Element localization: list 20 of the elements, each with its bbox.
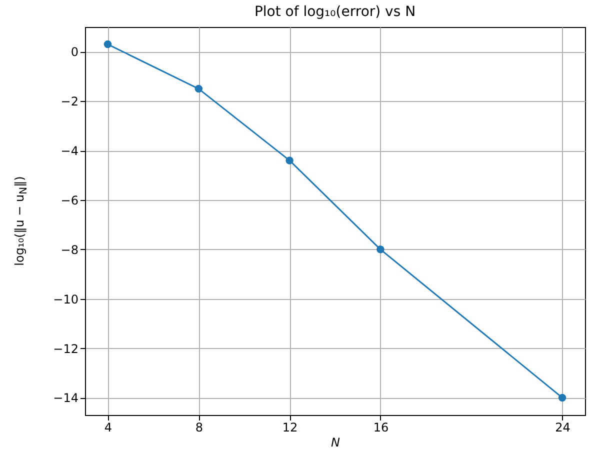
- x-tick-label: 12: [282, 420, 298, 434]
- x-tick-label: 24: [555, 420, 570, 434]
- y-tick-label: 0: [70, 45, 78, 60]
- x-tick-label: 8: [195, 420, 203, 434]
- y-tick-label: −10: [53, 292, 78, 306]
- point: [286, 156, 294, 164]
- y-tick-label: −4: [60, 144, 78, 158]
- point: [376, 246, 384, 254]
- y-tick-label: −6: [60, 193, 78, 208]
- y-tick-label: −8: [60, 242, 78, 257]
- x-tick-label: 4: [104, 420, 112, 434]
- point: [558, 394, 566, 402]
- point: [194, 84, 203, 93]
- x-tick-label: 16: [373, 420, 389, 434]
- x-axis-title: N: [331, 436, 340, 450]
- chart-title: Plot of log₁₀(error) vs N: [254, 4, 416, 20]
- y-tick-label: −2: [60, 94, 78, 109]
- point: [104, 40, 112, 48]
- y-tick-label: −12: [53, 342, 78, 356]
- y-tick-label: −14: [53, 391, 78, 406]
